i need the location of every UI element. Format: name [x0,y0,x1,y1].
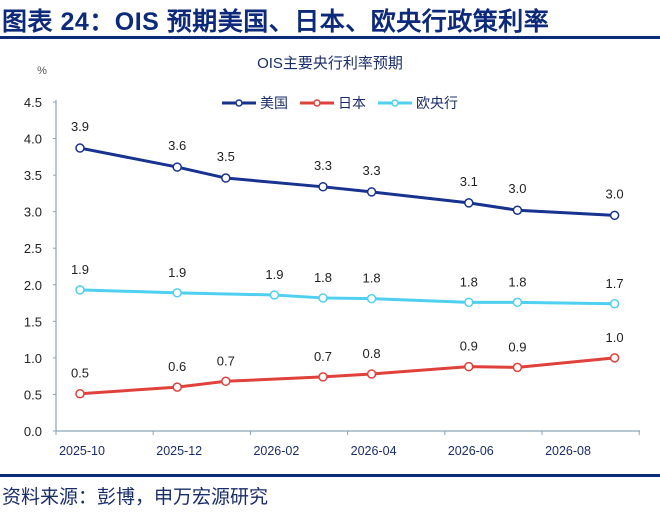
data-label: 1.7 [606,276,624,291]
data-label: 3.1 [460,174,478,189]
data-label: 1.8 [363,271,381,286]
data-label: 3.0 [508,181,526,196]
data-label: 0.7 [314,349,332,364]
x-tick-label: 2026-06 [448,444,494,458]
legend-label: 日本 [338,95,366,111]
y-axis-unit: % [37,65,47,77]
data-point [512,362,523,373]
y-tick-label: 0.0 [24,424,42,439]
y-tick-label: 3.0 [24,205,42,220]
data-point [75,143,85,153]
data-point [318,293,328,303]
data-label: 3.3 [314,158,332,173]
data-label: 0.8 [363,346,381,361]
x-tick-label: 2026-02 [253,444,299,458]
data-point [75,388,85,399]
y-tick-label: 2.5 [24,241,42,256]
data-point [464,297,474,308]
title-rule [0,36,660,39]
chart-title: OIS主要央行利率预期 [257,55,403,72]
y-tick-label: 1.0 [24,351,42,366]
source-note: 资料来源：彭博，申万宏源研究 [2,487,269,508]
legend-marker [235,99,243,107]
data-point [75,285,85,295]
data-label: 3.3 [363,163,381,178]
data-point [221,173,231,183]
data-point [172,288,182,298]
data-point [172,382,182,392]
x-tick-label: 2025-10 [59,444,105,458]
data-point [366,369,377,379]
y-tick-label: 2.0 [24,278,42,293]
data-label: 1.9 [71,262,89,277]
data-point [609,353,620,363]
legend-label: 美国 [260,95,288,111]
data-point [221,376,231,387]
data-point [269,290,280,300]
data-label: 3.9 [71,119,89,134]
data-point [609,210,620,221]
legend-label: 欧央行 [416,95,458,111]
data-point [512,205,523,215]
data-label: 1.9 [265,267,283,282]
data-point [609,299,620,309]
data-label: 0.9 [460,339,478,354]
data-label: 1.9 [168,265,186,280]
y-tick-label: 3.5 [24,168,42,183]
data-point [366,293,377,304]
legend-marker [313,99,321,107]
data-label: 0.7 [217,353,235,368]
x-tick-label: 2025-12 [156,444,202,458]
series-line-1 [79,356,615,396]
series-line-0 [79,146,615,217]
y-tick-label: 4.5 [24,95,42,110]
source-rule [0,474,660,477]
data-point [172,162,182,172]
data-label: 0.9 [508,339,526,354]
series-line-2 [79,288,615,306]
y-tick-label: 4.0 [24,132,42,147]
data-label: 1.8 [314,270,332,285]
figure-title: 图表 24：OIS 预期美国、日本、欧央行政策利率 [2,8,550,36]
data-point [512,297,523,308]
data-point [464,361,474,372]
data-label: 0.5 [71,366,89,381]
x-tick-label: 2026-08 [545,444,591,458]
data-point [464,198,474,208]
y-tick-label: 0.5 [24,387,42,402]
data-label: 3.0 [606,186,624,201]
data-label: 0.6 [168,359,186,374]
data-point [318,182,328,192]
data-point [366,187,377,197]
data-label: 1.8 [508,274,526,289]
data-label: 1.0 [606,330,624,345]
x-tick-label: 2026-04 [351,444,397,458]
y-tick-label: 1.5 [24,314,42,329]
data-point [318,372,328,382]
data-label: 3.6 [168,138,186,153]
chart: OIS主要央行利率预期% 0.0 0.5 1.0 1.5 2.0 2.5 3.0 3.5 4.0 4… [24,55,640,458]
data-label: 3.5 [217,149,235,164]
legend-marker [391,99,399,107]
data-label: 1.8 [460,274,478,289]
